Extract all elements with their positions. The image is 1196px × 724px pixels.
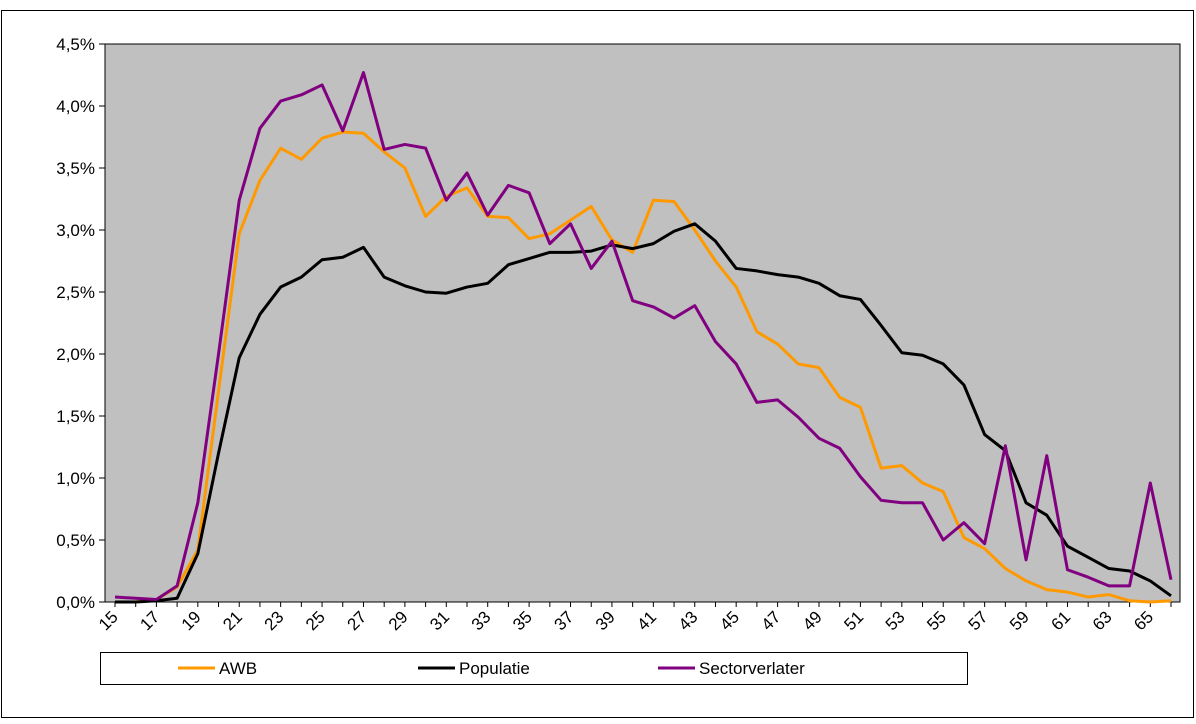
y-tick-label: 3,0% (56, 221, 95, 240)
y-tick-label: 1,0% (56, 469, 95, 488)
y-tick-label: 4,0% (56, 97, 95, 116)
y-tick-label: 0,0% (56, 593, 95, 612)
series-line (114, 71, 1173, 602)
legend-label: AWB (219, 659, 257, 678)
series-line (115, 130, 1172, 604)
legend-label: Populatie (459, 659, 530, 678)
y-tick-label: 4,5% (56, 35, 95, 54)
y-tick-label: 2,0% (56, 345, 95, 364)
y-tick-label: 3,5% (56, 159, 95, 178)
y-tick-label: 1,5% (56, 407, 95, 426)
plot-background (104, 43, 1181, 603)
series-line (115, 222, 1172, 604)
y-tick-label: 2,5% (56, 283, 95, 302)
legend-box (100, 652, 968, 685)
legend-label: Sectorverlater (699, 659, 805, 678)
y-tick-label: 0,5% (56, 531, 95, 550)
